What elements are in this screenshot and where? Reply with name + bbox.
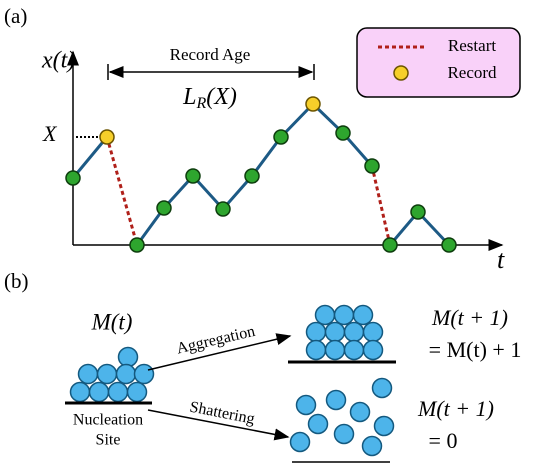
shattered-particles <box>291 379 394 456</box>
symbol-main: L <box>182 84 196 110</box>
y-axis-label: x(t) <box>41 48 75 74</box>
site-label: Nucleation <box>73 412 143 429</box>
walk-points <box>66 97 456 252</box>
legend-label: Record <box>447 63 497 82</box>
walk <box>73 137 107 178</box>
restart-line <box>372 166 390 245</box>
result-text: = 0 <box>429 428 458 453</box>
record-age-symbol: LR(X) <box>182 84 237 112</box>
result-text: M(t + 1) <box>431 305 508 330</box>
legend-label: Restart <box>448 36 496 55</box>
record-age-label: Record Age <box>170 45 251 64</box>
aggregated-cluster <box>307 306 383 360</box>
restart-line <box>107 137 137 245</box>
x-axis-label: t <box>497 245 505 274</box>
result-text: M(t + 1) <box>417 396 494 421</box>
symbol-sub: R <box>195 95 206 112</box>
symbol-rest: (X) <box>206 84 237 110</box>
threshold-label: X <box>42 121 58 146</box>
site-label: Site <box>96 432 121 449</box>
aggregation-label: Aggregation <box>175 323 257 358</box>
initial-cluster <box>71 348 154 402</box>
diagram: (a) x(t) t X Record Age LR(X) Restart Re… <box>0 0 552 466</box>
panel-label: (a) <box>4 4 27 28</box>
initial-mass: M(t) <box>91 309 133 334</box>
page: (a) x(t) t X Record Age LR(X) Restart Re… <box>0 0 552 466</box>
legend-record-swatch <box>394 66 408 80</box>
shattering-label: Shattering <box>188 399 256 428</box>
panel-label: (b) <box>4 269 29 293</box>
result-text: = M(t) + 1 <box>429 337 522 362</box>
